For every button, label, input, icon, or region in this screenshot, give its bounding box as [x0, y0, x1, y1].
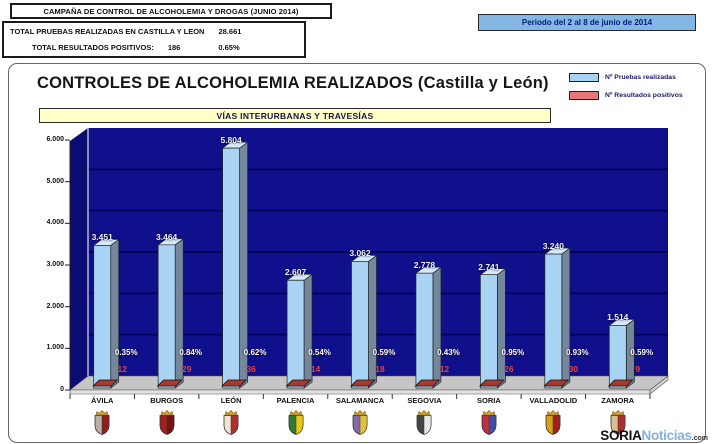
bar-value-label: 1.514	[607, 312, 629, 323]
bar-pct-label: 0.93%	[565, 348, 589, 357]
bar-pct-label: 0.59%	[630, 348, 654, 357]
y-tick-label: 5.000	[46, 177, 64, 185]
bar-pct-label: 0.43%	[437, 348, 460, 357]
campaign-title: CAMPAÑA DE CONTROL DE ALCOHOLEMIA Y DROG…	[43, 6, 299, 16]
bar-positivos-pad	[92, 379, 119, 387]
x-axis-label: SALAMANCA	[335, 396, 385, 405]
bar-pruebas	[544, 253, 563, 389]
totals-box: TOTAL PRUEBAS REALIZADAS EN CASTILLA Y L…	[2, 21, 306, 58]
bar-pct-label: 0.54%	[308, 348, 331, 357]
province-shield-icon	[157, 410, 177, 442]
legend-item-pruebas: Nº Pruebas realizadas	[569, 73, 697, 82]
bar-positives-label: 18	[375, 364, 385, 374]
x-axis-label: ZAMORA	[601, 396, 635, 405]
y-tick-label: 0	[60, 386, 64, 393]
bar-pct-label: 0.84%	[179, 348, 202, 357]
bar-positivos-pad	[285, 379, 312, 387]
bar-positivos-pad	[156, 379, 183, 387]
legend-label-positivos: Nº Resultados positivos	[605, 92, 683, 99]
x-axis-label: SORIA	[476, 396, 501, 405]
bar-value-label: 3.240	[542, 241, 564, 252]
province-shield-icon	[350, 410, 370, 442]
bar-pruebas	[93, 245, 112, 389]
province-shield-icon	[608, 410, 628, 442]
bar-value-label: 3.451	[91, 232, 113, 243]
bar-positivos-pad	[607, 379, 634, 387]
bar-positives-label: 29	[181, 364, 192, 374]
legend-item-positivos: Nº Resultados positivos	[569, 91, 697, 100]
bar-pruebas	[351, 261, 369, 389]
x-axis-label: LEÓN	[220, 396, 242, 405]
watermark-light: Noticias	[641, 428, 692, 443]
bar-positives-label: 36	[246, 364, 256, 374]
total-positives-pct: 0.65%	[218, 43, 240, 53]
watermark: SORIANoticias.com	[600, 428, 708, 443]
bar-positives-label: 26	[504, 364, 514, 374]
bar-positives-label: 9	[635, 364, 641, 374]
bar-positives-label: 14	[310, 364, 321, 374]
left-wall	[70, 128, 88, 390]
bar-pruebas	[286, 279, 305, 389]
province-shield-icon	[414, 410, 434, 442]
y-tick-label: 6.000	[46, 136, 64, 143]
x-axis-label: ÁVILA	[90, 396, 114, 405]
y-tick-label: 3.000	[46, 261, 64, 268]
bar-pruebas	[222, 147, 240, 389]
bar-positivos-pad	[414, 379, 441, 387]
period-box: Periodo del 2 al 8 de junio de 2014	[478, 14, 696, 31]
total-positives-value: 186	[167, 43, 181, 53]
bar-positivos-pad	[543, 379, 570, 387]
watermark-suffix: .com	[691, 435, 708, 442]
bar-value-label: 2.741	[478, 261, 500, 272]
campaign-title-box: CAMPAÑA DE CONTROL DE ALCOHOLEMIA Y DROG…	[10, 3, 332, 19]
y-tick-label: 4.000	[46, 219, 64, 227]
bar-positivos-pad	[350, 379, 376, 387]
bar-pct-label: 0.59%	[372, 348, 396, 357]
x-axis-label: BURGOS	[150, 396, 184, 405]
province-shield-icon	[479, 410, 499, 442]
bar-pct-label: 0.35%	[114, 348, 138, 357]
bar-positives-label: 12	[117, 364, 127, 374]
bar-pruebas	[415, 272, 434, 389]
chart-subtitle: VÍAS INTERURBANAS Y TRAVESÍAS	[216, 110, 374, 121]
total-tests-label: TOTAL PRUEBAS REALIZADAS EN CASTILLA Y L…	[10, 26, 205, 36]
legend-label-pruebas: Nº Pruebas realizadas	[605, 74, 676, 81]
bar-value-label: 2.607	[284, 267, 307, 278]
bar-value-label: 3.464	[156, 231, 178, 242]
bar-positives-label: 30	[568, 364, 579, 374]
chart-subtitle-bar: VÍAS INTERURBANAS Y TRAVESÍAS	[39, 108, 551, 123]
total-tests-value: 28.661	[218, 26, 242, 36]
x-axis-label: VALLADOLID	[529, 396, 578, 405]
y-tick-label: 1.000	[46, 344, 64, 352]
x-axis-label: PALENCIA	[276, 396, 315, 405]
total-tests-row: TOTAL PRUEBAS REALIZADAS EN CASTILLA Y L…	[4, 23, 304, 40]
bar-pct-label: 0.62%	[243, 348, 267, 357]
province-shield-icon	[221, 410, 241, 442]
province-shield-icon	[92, 410, 112, 442]
bar-pruebas	[608, 325, 627, 389]
province-shield-icon	[286, 410, 306, 442]
bar-positivos-pad	[221, 379, 248, 387]
period-label: Periodo del 2 al 8 de junio de 2014	[521, 18, 653, 27]
bar-positivos-pad	[478, 379, 505, 387]
bar-pruebas	[157, 244, 176, 389]
bar-value-label: 3.062	[349, 248, 371, 259]
chart-legend: Nº Pruebas realizadas Nº Resultados posi…	[569, 73, 697, 109]
bar-positives-label: 12	[439, 364, 450, 374]
total-positives-label: TOTAL RESULTADOS POSITIVOS:	[32, 43, 154, 53]
y-tick-label: 2.000	[46, 302, 64, 310]
province-shield-icon	[543, 410, 563, 442]
x-axis-label: SEGOVIA	[407, 396, 442, 405]
legend-swatch-pruebas-icon	[569, 73, 599, 82]
chart-title: CONTROLES DE ALCOHOLEMIA REALIZADOS (Cas…	[37, 74, 549, 92]
total-positives-row: TOTAL RESULTADOS POSITIVOS: 186 0.65%	[4, 40, 304, 57]
legend-swatch-positivos-icon	[569, 91, 599, 100]
bar-pct-label: 0.95%	[501, 348, 525, 357]
watermark-bold: SORIA	[600, 428, 642, 443]
bar-value-label: 5.804	[220, 135, 242, 146]
bar-pruebas	[480, 274, 498, 389]
bar-value-label: 2.778	[413, 260, 436, 271]
